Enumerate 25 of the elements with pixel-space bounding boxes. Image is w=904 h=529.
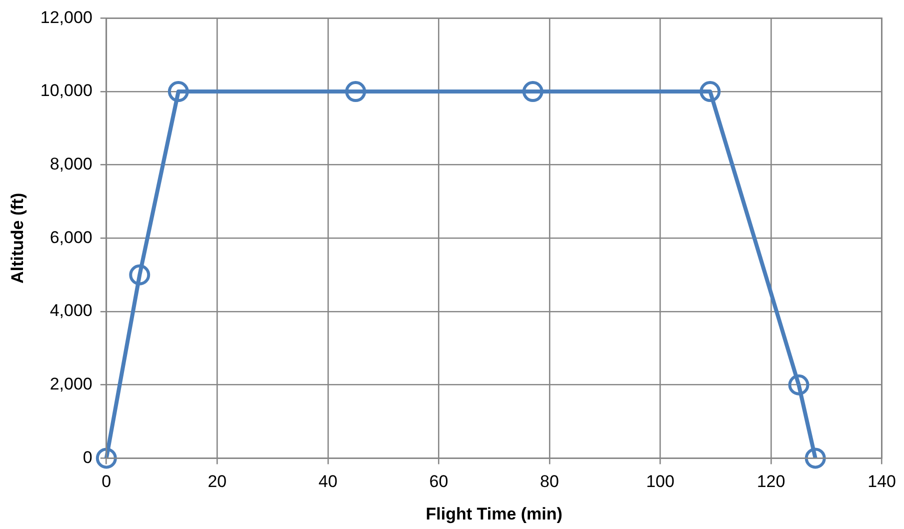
- x-tick-label: 60: [429, 472, 448, 492]
- y-tick-label: 2,000: [50, 374, 92, 394]
- x-tick-label: 140: [868, 472, 896, 492]
- point: [700, 81, 721, 102]
- y-axis-title: Altitude (ft): [8, 192, 27, 284]
- point: [129, 264, 150, 286]
- point: [168, 81, 189, 102]
- x-axis-title: Flight Time (min): [426, 504, 562, 524]
- y-tick-label: 12,000: [40, 8, 92, 27]
- y-tick-label: 8,000: [50, 154, 92, 174]
- point: [788, 374, 810, 396]
- x-tick-label: 120: [756, 472, 786, 492]
- y-tick-label: 4,000: [50, 301, 92, 320]
- x-tick-label: 100: [646, 472, 674, 492]
- x-tick-label: 20: [208, 472, 227, 492]
- point: [345, 81, 366, 102]
- y-tick-label: 10,000: [40, 81, 92, 100]
- point: [96, 448, 117, 469]
- y-tick-label: 6,000: [50, 228, 92, 247]
- x-tick-label: 0: [102, 472, 112, 492]
- point: [804, 448, 826, 469]
- x-tick-label: 80: [540, 472, 559, 492]
- y-tick-label: 0: [82, 448, 92, 467]
- point: [522, 81, 544, 102]
- x-tick-label: 40: [318, 472, 338, 492]
